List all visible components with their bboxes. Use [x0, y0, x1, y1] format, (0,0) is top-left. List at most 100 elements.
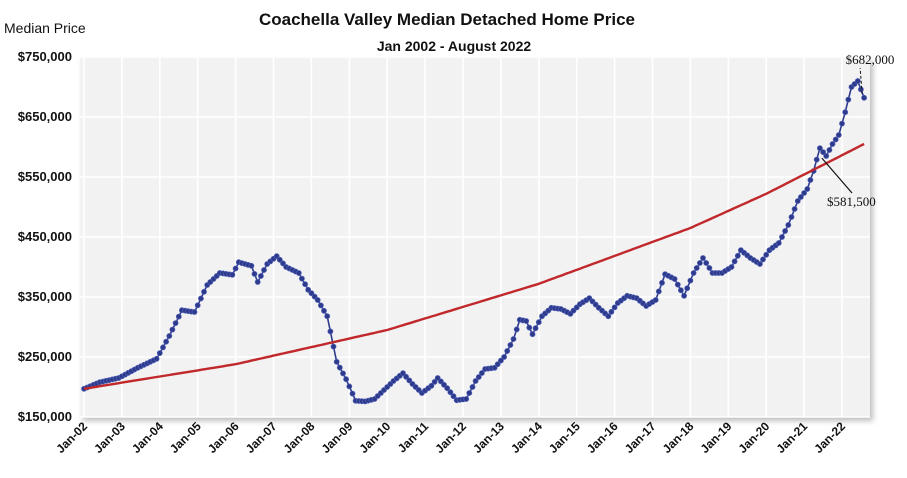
price-point — [835, 132, 842, 138]
price-point — [336, 364, 343, 371]
x-tick-label: Jan-21 — [773, 419, 810, 456]
price-point — [535, 319, 542, 326]
price-point — [605, 313, 612, 320]
price-point — [782, 228, 788, 234]
price-point — [820, 149, 826, 155]
annotations: $682,000 $581,500 — [821, 52, 894, 209]
x-tick-label: Jan-20 — [736, 419, 773, 456]
price-point — [700, 255, 706, 261]
price-point — [295, 270, 302, 276]
price-point — [163, 338, 169, 345]
price-point — [327, 328, 334, 335]
price-point — [346, 383, 353, 390]
price-point — [504, 348, 511, 354]
price-point — [671, 276, 678, 282]
price-point — [608, 308, 615, 315]
price-point — [655, 288, 662, 295]
price-point — [472, 378, 479, 384]
price-point — [330, 343, 337, 350]
price-point — [757, 261, 763, 267]
price-point — [160, 344, 166, 351]
y-tick-label: $150,000 — [18, 409, 72, 424]
price-point — [175, 313, 182, 320]
price-point — [428, 382, 435, 389]
price-point — [466, 390, 473, 396]
x-tick-label: Jan-13 — [470, 419, 507, 456]
x-tick-label: Jan-11 — [395, 419, 432, 456]
price-point — [798, 194, 804, 200]
price-point — [817, 145, 823, 152]
x-tick-label: Jan-15 — [546, 419, 583, 456]
price-point — [785, 222, 792, 228]
chart-title: Coachella Valley Median Detached Home Pr… — [259, 10, 635, 29]
price-point — [674, 281, 681, 288]
x-tick-label: Jan-10 — [357, 419, 394, 456]
price-point — [807, 177, 814, 183]
price-point — [728, 264, 735, 270]
price-point — [845, 96, 852, 103]
price-point — [832, 136, 839, 143]
price-point — [690, 270, 697, 276]
price-point — [475, 374, 482, 380]
price-point — [333, 358, 340, 365]
price-point — [861, 94, 867, 101]
price-point — [526, 324, 533, 331]
price-point — [251, 270, 258, 277]
price-point — [201, 288, 207, 295]
price-point — [403, 373, 409, 380]
price-point — [829, 141, 836, 147]
price-point — [507, 342, 514, 348]
x-tick-label: Jan-12 — [432, 419, 469, 456]
price-point — [839, 120, 845, 127]
x-tick-label: Jan-07 — [243, 419, 280, 456]
price-point — [447, 389, 454, 396]
price-point — [529, 331, 536, 338]
price-point — [197, 295, 204, 302]
x-tick-label: Jan-14 — [508, 419, 545, 456]
x-tick-label: Jan-08 — [281, 419, 318, 456]
x-tick-label: Jan-04 — [129, 419, 166, 456]
price-point — [280, 260, 286, 267]
price-point — [317, 302, 324, 309]
price-point — [858, 86, 864, 93]
price-point — [760, 256, 766, 263]
annotation-label: $581,500 — [827, 194, 876, 209]
price-point — [494, 361, 501, 368]
x-tick-label: Jan-06 — [205, 419, 242, 456]
x-tick-label: Jan-17 — [622, 419, 659, 456]
price-point — [823, 153, 830, 159]
x-tick-label: Jan-02 — [53, 419, 90, 456]
x-tick-label: Jan-16 — [584, 419, 621, 456]
y-tick-label: $350,000 — [18, 289, 72, 304]
price-point — [254, 279, 261, 285]
y-axis: $150,000 $250,000 $350,000 $450,000 $550,000… — [18, 49, 72, 424]
price-point — [321, 307, 327, 314]
price-point — [731, 258, 738, 265]
price-point — [659, 279, 665, 286]
price-point — [788, 214, 795, 220]
price-point — [444, 385, 451, 392]
price-point — [687, 277, 694, 284]
price-point — [842, 109, 849, 116]
price-point — [406, 377, 413, 384]
price-point — [400, 370, 406, 377]
price-point — [791, 206, 798, 212]
price-point — [813, 156, 820, 163]
y-tick-label: $550,000 — [18, 169, 72, 184]
y-axis-label: Median Price — [4, 20, 86, 36]
price-point — [324, 313, 331, 320]
price-point — [794, 198, 801, 204]
series-layer — [81, 78, 867, 405]
price-point — [804, 186, 811, 192]
x-tick-label: Jan-05 — [167, 419, 204, 456]
y-tick-label: $250,000 — [18, 349, 72, 364]
price-point — [340, 370, 346, 377]
price-point — [469, 384, 476, 390]
price-point — [611, 304, 618, 311]
price-point — [343, 376, 349, 383]
x-tick-label: Jan-18 — [660, 419, 697, 456]
price-point — [826, 147, 833, 153]
price-point — [523, 318, 530, 324]
price-point — [431, 378, 438, 385]
